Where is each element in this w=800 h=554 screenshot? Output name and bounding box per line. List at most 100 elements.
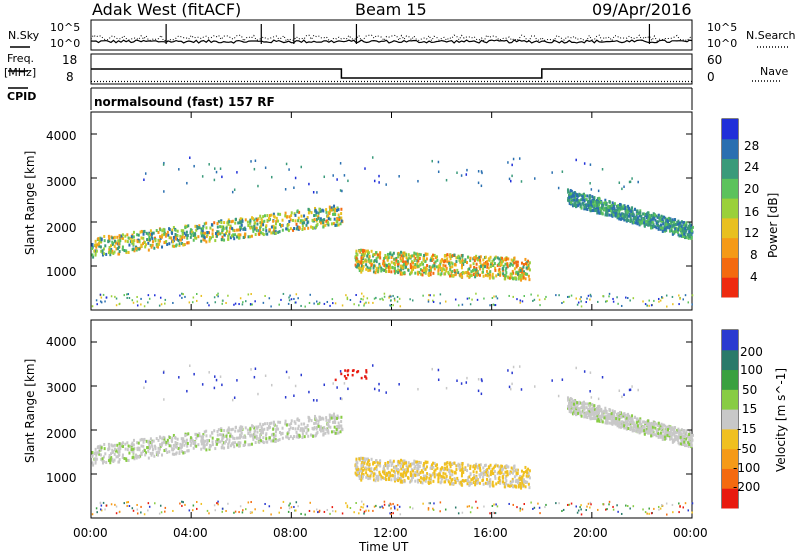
power-cell: [281, 228, 284, 232]
velocity-cell: [270, 433, 273, 437]
power-cell: [287, 229, 290, 233]
power-cell: [146, 238, 149, 242]
velocity-cell: [487, 465, 490, 469]
velocity-cell: [674, 435, 677, 439]
velocity-cell: [194, 443, 197, 447]
power-cell: [374, 264, 377, 268]
velocity-cell: [629, 417, 632, 421]
power-cell: [468, 274, 471, 278]
power-cell: [375, 296, 377, 299]
velocity-cell: [666, 430, 669, 434]
power-cell: [143, 241, 146, 245]
velocity-cell: [421, 481, 424, 485]
power-cell: [649, 216, 652, 220]
velocity-cell: [592, 412, 595, 416]
velocity-cell: [484, 481, 487, 485]
velocity-cell: [220, 445, 223, 449]
velocity-cell: [478, 481, 481, 485]
power-cell: [309, 293, 311, 296]
power-cell: [475, 254, 478, 258]
power-cell: [413, 258, 416, 262]
velocity-cell: [92, 463, 95, 467]
velocity-cell: [631, 422, 634, 426]
velocity-cell: [208, 371, 210, 374]
power-cell: [650, 226, 653, 230]
velocity-cell: [290, 419, 293, 423]
velocity-cell: [373, 460, 376, 464]
power-cell: [523, 295, 526, 298]
velocity-cell: [287, 437, 290, 441]
velocity-cell: [123, 457, 126, 461]
power-cell: [423, 270, 426, 274]
power-cell: [508, 294, 510, 297]
power-cell: [194, 224, 197, 228]
velocity-cell: [334, 421, 337, 425]
velocity-cell: [688, 438, 691, 442]
power-cell: [453, 253, 456, 257]
power-cell: [197, 235, 200, 239]
velocity-cell: [631, 414, 634, 418]
power-cell: [461, 253, 464, 257]
velocity-cell: [585, 509, 587, 512]
power-cell: [341, 304, 344, 307]
velocity-cell: [364, 466, 367, 470]
power-cell: [200, 239, 203, 243]
velocity-cell: [375, 475, 378, 479]
velocity-cell: [312, 434, 315, 438]
power-cell: [277, 230, 280, 234]
velocity-cell: [571, 397, 573, 401]
power-cell: [149, 233, 152, 237]
power-cell: [136, 300, 139, 303]
power-cell: [639, 222, 642, 226]
velocity-cell: [431, 367, 433, 371]
velocity-cell: [611, 422, 614, 426]
velocity-cell: [205, 448, 208, 452]
power-cell: [399, 268, 402, 272]
power-cell: [217, 220, 220, 224]
power-cell: [314, 225, 317, 229]
power-colorbar-segment: [722, 277, 738, 298]
velocity-cell: [522, 480, 525, 484]
power-cell: [274, 231, 277, 235]
power-cell: [588, 204, 591, 208]
velocity-cell: [323, 426, 326, 430]
velocity-cell: [665, 502, 668, 505]
power-cell: [411, 254, 414, 258]
velocity-cell: [107, 447, 110, 451]
velocity-cell: [228, 438, 231, 442]
power-cell: [233, 229, 236, 233]
velocity-cell: [469, 472, 472, 476]
power-cell: [249, 221, 252, 225]
power-cell: [485, 269, 488, 273]
velocity-cell: [393, 465, 396, 469]
velocity-cell: [379, 506, 381, 509]
power-cell: [612, 300, 615, 303]
velocity-cell: [425, 461, 428, 465]
power-cell: [339, 189, 342, 192]
power-cell: [668, 226, 671, 230]
velocity-cell: [382, 476, 385, 480]
velocity-cell: [589, 390, 591, 393]
velocity-cell: [303, 422, 306, 426]
power-cell: [374, 271, 377, 275]
power-cell: [404, 263, 407, 267]
velocity-cell: [684, 442, 687, 446]
velocity-cell: [621, 422, 624, 426]
power-cell: [601, 168, 604, 171]
velocity-cell: [655, 429, 658, 433]
power-cell: [527, 274, 530, 278]
power-cell: [333, 209, 336, 213]
velocity-cell: [432, 507, 434, 510]
velocity-cell: [270, 513, 272, 516]
velocity-cell: [455, 468, 458, 472]
power-cell: [132, 230, 135, 234]
velocity-cell: [678, 429, 681, 433]
velocity-cell: [301, 427, 304, 431]
velocity-cell: [301, 436, 304, 440]
power-cell: [155, 229, 158, 233]
power-cell: [157, 230, 160, 234]
power-cell: [171, 231, 174, 235]
velocity-cell: [224, 439, 227, 443]
power-cell: [475, 292, 477, 295]
velocity-cell: [294, 421, 297, 425]
